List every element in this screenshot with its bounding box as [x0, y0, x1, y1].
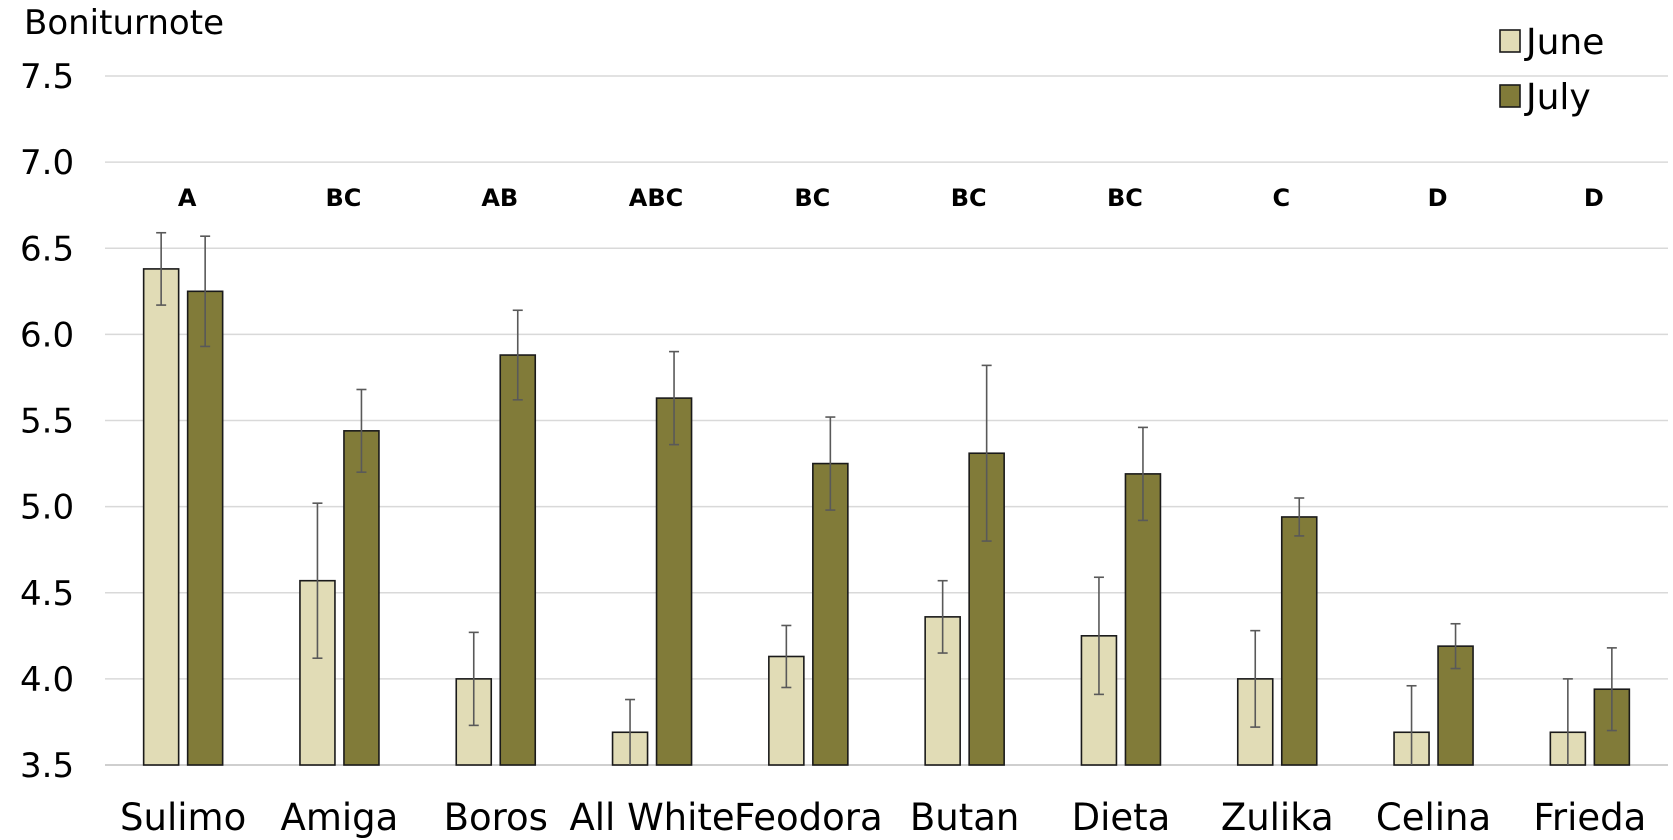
bar-july	[1437, 645, 1474, 766]
legend-swatch-june	[1499, 29, 1521, 53]
legend-swatch-july	[1499, 84, 1521, 108]
significance-label: BC	[325, 184, 361, 212]
category-label: Amiga	[281, 796, 399, 839]
significance-label: C	[1272, 184, 1290, 212]
significance-label: D	[1428, 184, 1448, 212]
category-label: Feodora	[734, 796, 883, 839]
bar-july	[186, 290, 224, 766]
bars	[142, 268, 1631, 766]
bar-july	[655, 397, 693, 766]
category-label: Frieda	[1533, 796, 1646, 839]
legend: June July	[1499, 22, 1604, 118]
bar-june	[924, 616, 961, 766]
y-tick-label: 5.0	[20, 488, 74, 528]
significance-label: BC	[1107, 184, 1143, 212]
significance-label: AB	[481, 184, 518, 212]
significance-label: ABC	[629, 184, 683, 212]
bar-june	[142, 268, 180, 766]
error-bars	[156, 231, 1617, 765]
category-label: Boros	[444, 796, 548, 839]
category-label: Dieta	[1072, 796, 1171, 839]
y-tick-label: 6.5	[20, 229, 74, 269]
category-label: All White	[569, 796, 734, 839]
bar-july	[1124, 473, 1162, 766]
legend-label-july: July	[1524, 77, 1591, 118]
bar-july	[343, 430, 380, 766]
y-tick-label: 6.0	[20, 315, 74, 355]
gridlines	[105, 75, 1668, 766]
category-label: Sulimo	[120, 796, 246, 839]
y-axis-title: Boniturnote	[24, 3, 224, 43]
y-tick-label: 7.0	[20, 143, 74, 183]
bar-july	[499, 354, 537, 766]
y-tick-label: 4.0	[20, 660, 74, 700]
labels: 3.5 4.0 4.5 5.0 5.5 6.0 6.5 7.0 7.5 Sulimo A Amiga B…	[20, 57, 1646, 839]
y-tick-label: 5.5	[20, 402, 74, 442]
category-label: Celina	[1376, 796, 1491, 839]
category-label: Zulika	[1221, 796, 1334, 839]
bar-july	[1280, 516, 1318, 766]
significance-label: BC	[794, 184, 830, 212]
category-label: Butan	[910, 796, 1019, 839]
y-tick-label: 4.5	[20, 574, 74, 614]
significance-label: BC	[951, 184, 987, 212]
significance-label: D	[1584, 184, 1604, 212]
significance-label: A	[178, 184, 197, 212]
legend-label-june: June	[1524, 22, 1604, 63]
y-tick-label: 7.5	[20, 57, 74, 97]
y-tick-label: 3.5	[20, 746, 74, 786]
